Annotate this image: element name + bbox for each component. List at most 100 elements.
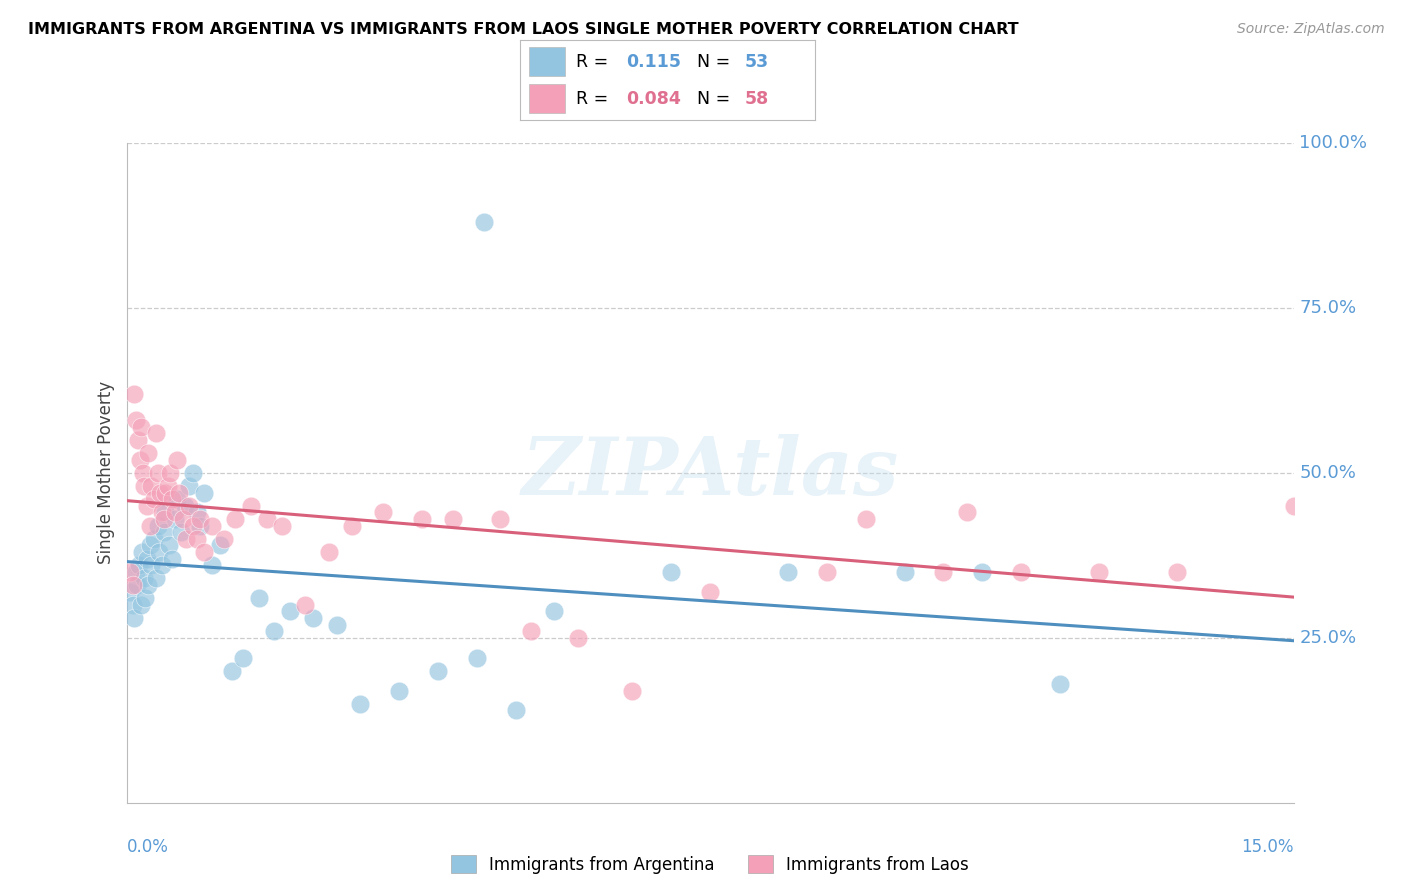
Point — [134, 591, 156, 606]
Point — [520, 624, 543, 639]
Point — [127, 578, 149, 592]
Point — [141, 558, 163, 573]
Point — [278, 604, 301, 618]
Point — [186, 505, 208, 519]
FancyBboxPatch shape — [529, 85, 565, 113]
Point — [271, 518, 294, 533]
Point — [972, 565, 994, 579]
Point — [190, 512, 212, 526]
Point — [489, 512, 512, 526]
Text: 0.084: 0.084 — [627, 90, 682, 108]
Point — [441, 512, 464, 526]
Point — [567, 631, 589, 645]
Point — [170, 525, 193, 540]
Point — [125, 565, 148, 579]
Point — [318, 545, 340, 559]
Point — [956, 505, 979, 519]
Point — [505, 703, 527, 717]
Point — [174, 532, 197, 546]
Point — [145, 571, 167, 585]
Point — [121, 578, 143, 592]
Point — [240, 499, 263, 513]
Point — [124, 386, 146, 401]
Text: ZIPAtlas: ZIPAtlas — [522, 434, 898, 511]
Text: 15.0%: 15.0% — [1241, 838, 1294, 856]
Point — [128, 558, 150, 573]
Point — [148, 545, 170, 559]
Point — [256, 512, 278, 526]
Text: 53: 53 — [745, 53, 769, 70]
Point — [128, 452, 150, 467]
Point — [163, 505, 186, 519]
Point — [208, 538, 231, 552]
Point — [465, 650, 488, 665]
Text: N =: N = — [697, 90, 737, 108]
Point — [247, 591, 270, 606]
Point — [120, 565, 142, 579]
Point — [1049, 677, 1071, 691]
Point — [174, 499, 197, 513]
Point — [120, 584, 142, 599]
Point — [232, 650, 254, 665]
Point — [177, 499, 200, 513]
Point — [150, 558, 173, 573]
Point — [129, 598, 152, 612]
Point — [136, 446, 159, 460]
FancyBboxPatch shape — [529, 47, 565, 77]
Point — [157, 538, 180, 552]
Point — [474, 215, 496, 229]
Point — [776, 565, 799, 579]
Text: Source: ZipAtlas.com: Source: ZipAtlas.com — [1237, 22, 1385, 37]
Point — [373, 505, 395, 519]
Point — [139, 518, 162, 533]
Point — [1166, 565, 1188, 579]
Text: 75.0%: 75.0% — [1299, 299, 1357, 317]
Point — [132, 466, 155, 480]
Point — [145, 426, 167, 441]
Legend: Immigrants from Argentina, Immigrants from Laos: Immigrants from Argentina, Immigrants fr… — [451, 855, 969, 873]
Point — [135, 499, 157, 513]
Point — [1282, 499, 1305, 513]
Y-axis label: Single Mother Poverty: Single Mother Poverty — [97, 381, 115, 565]
Point — [142, 492, 165, 507]
Point — [1088, 565, 1111, 579]
Point — [141, 479, 163, 493]
Text: 0.115: 0.115 — [627, 53, 682, 70]
Point — [193, 545, 215, 559]
Point — [659, 565, 682, 579]
Point — [125, 413, 148, 427]
Point — [201, 558, 224, 573]
Point — [156, 479, 179, 493]
Point — [699, 584, 721, 599]
Point — [142, 532, 165, 546]
Point — [135, 551, 157, 566]
Point — [201, 518, 224, 533]
Point — [221, 664, 243, 678]
Point — [166, 492, 188, 507]
Point — [131, 545, 153, 559]
Point — [302, 611, 325, 625]
Point — [132, 571, 155, 585]
Point — [127, 433, 149, 447]
Point — [388, 683, 411, 698]
Point — [149, 485, 172, 500]
Point — [411, 512, 433, 526]
Point — [166, 452, 188, 467]
Point — [186, 532, 208, 546]
Point — [543, 604, 565, 618]
Point — [325, 617, 347, 632]
Text: 100.0%: 100.0% — [1299, 134, 1368, 152]
Point — [169, 485, 191, 500]
Point — [224, 512, 246, 526]
Point — [263, 624, 285, 639]
Point — [340, 518, 363, 533]
Text: R =: R = — [576, 90, 614, 108]
Point — [181, 466, 204, 480]
Point — [146, 466, 169, 480]
Point — [159, 466, 181, 480]
Point — [146, 518, 169, 533]
Point — [212, 532, 235, 546]
Point — [349, 697, 371, 711]
Point — [160, 551, 183, 566]
Point — [121, 598, 143, 612]
